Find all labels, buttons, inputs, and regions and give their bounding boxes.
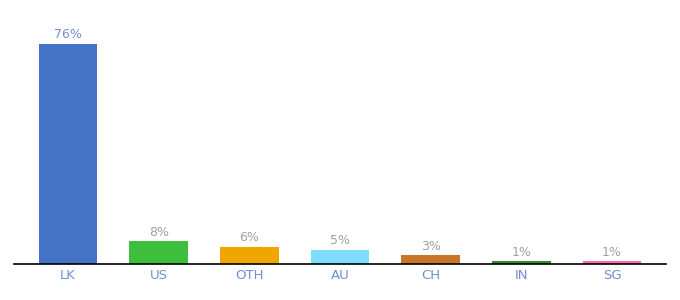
Text: 6%: 6%	[239, 231, 259, 244]
Bar	[583, 261, 641, 264]
Bar	[129, 241, 188, 264]
Text: 1%: 1%	[602, 246, 622, 259]
Bar	[220, 247, 279, 264]
Text: 76%: 76%	[54, 28, 82, 41]
Bar	[311, 250, 369, 264]
Bar	[39, 44, 97, 264]
Text: 8%: 8%	[149, 226, 169, 238]
Text: 1%: 1%	[511, 246, 531, 259]
Text: 3%: 3%	[421, 240, 441, 253]
Text: 5%: 5%	[330, 234, 350, 247]
Bar	[401, 255, 460, 264]
Bar	[492, 261, 551, 264]
